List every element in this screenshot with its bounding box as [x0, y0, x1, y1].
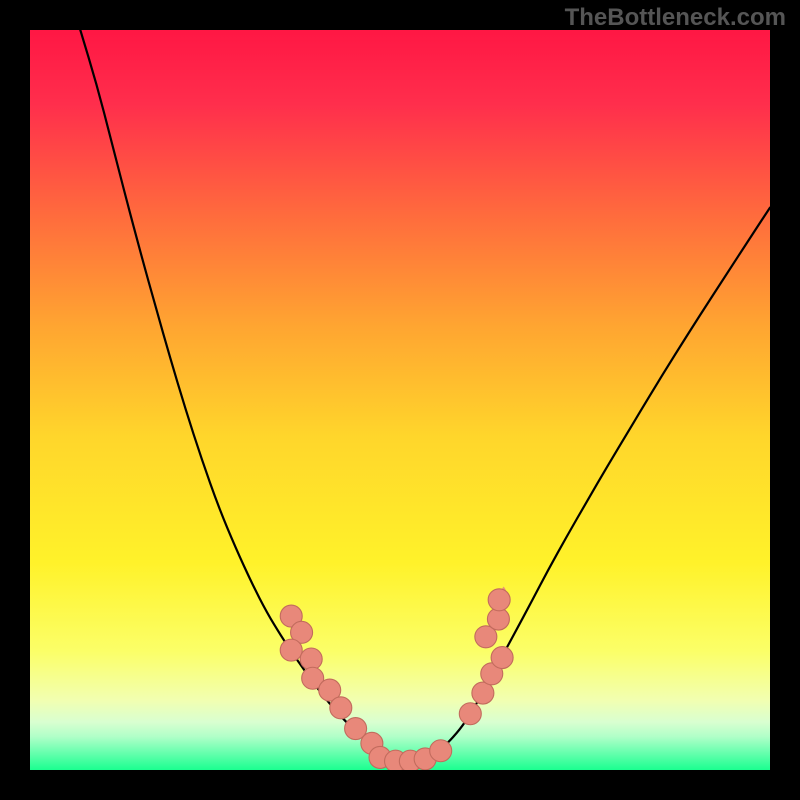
marker-dot — [491, 647, 513, 669]
marker-dot — [472, 682, 494, 704]
watermark-text: TheBottleneck.com — [565, 4, 786, 32]
gradient-background — [30, 30, 770, 770]
plot-area — [30, 30, 770, 770]
marker-dot — [300, 648, 322, 670]
marker-dot — [430, 740, 452, 762]
marker-dot — [459, 703, 481, 725]
chart-svg — [30, 30, 770, 770]
marker-dot — [330, 697, 352, 719]
marker-dot — [280, 639, 302, 661]
marker-dot — [487, 608, 509, 630]
marker-dot — [488, 589, 510, 611]
